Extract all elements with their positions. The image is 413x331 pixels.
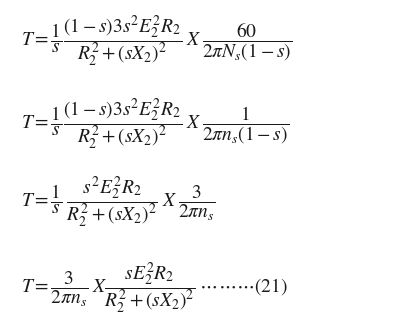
- Text: $T = \dfrac{1}{s}\;\dfrac{s^2E_2^2R_2}{R_2^2+(sX_2)^2}\;X\;\dfrac{3}{2\pi n_s}$: $T = \dfrac{1}{s}\;\dfrac{s^2E_2^2R_2}{R…: [21, 174, 215, 229]
- Text: $T = \dfrac{3}{2\pi n_s}\;X\dfrac{sE_2^2R_2}{R_2^2+(sX_2)^2}\;\cdots\cdots\cdots: $T = \dfrac{3}{2\pi n_s}\;X\dfrac{sE_2^2…: [21, 260, 287, 315]
- Text: $T = \dfrac{1}{s}\dfrac{(1-s)3s^2E_2^2R_2}{R_2^2+(sX_2)^2}\;X\;\dfrac{60}{2\pi N: $T = \dfrac{1}{s}\dfrac{(1-s)3s^2E_2^2R_…: [21, 14, 292, 69]
- Text: $T = \dfrac{1}{s}\dfrac{(1-s)3s^2E_2^2R_2}{R_2^2+(sX_2)^2}\;X\;\dfrac{1}{2\pi n_: $T = \dfrac{1}{s}\dfrac{(1-s)3s^2E_2^2R_…: [21, 97, 289, 152]
